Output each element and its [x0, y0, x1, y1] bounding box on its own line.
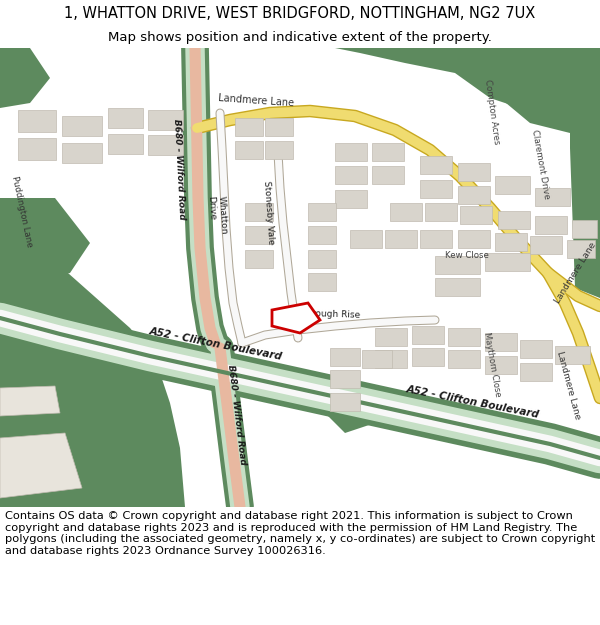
Polygon shape [530, 236, 562, 254]
Polygon shape [0, 343, 115, 507]
Text: Stonesby Vale: Stonesby Vale [262, 181, 275, 245]
Polygon shape [62, 143, 102, 163]
Polygon shape [498, 211, 530, 229]
Polygon shape [448, 350, 480, 368]
Polygon shape [495, 176, 530, 194]
Polygon shape [435, 256, 480, 274]
Polygon shape [335, 190, 367, 208]
Polygon shape [0, 386, 60, 416]
Polygon shape [375, 350, 407, 368]
Polygon shape [425, 203, 457, 221]
Polygon shape [108, 134, 143, 154]
Polygon shape [375, 328, 407, 346]
Polygon shape [330, 370, 360, 388]
Polygon shape [412, 326, 444, 344]
Polygon shape [420, 180, 452, 198]
Polygon shape [520, 340, 552, 358]
Text: Landmere Lane: Landmere Lane [553, 241, 598, 305]
Text: Landmere Lane: Landmere Lane [555, 350, 582, 420]
Polygon shape [460, 206, 492, 224]
Polygon shape [245, 226, 273, 244]
Text: Claremont Drive: Claremont Drive [530, 129, 551, 200]
Polygon shape [0, 433, 82, 498]
Polygon shape [235, 118, 263, 136]
Polygon shape [435, 278, 480, 296]
Polygon shape [520, 363, 552, 381]
Polygon shape [18, 110, 56, 132]
Polygon shape [390, 203, 422, 221]
Text: Contains OS data © Crown copyright and database right 2021. This information is : Contains OS data © Crown copyright and d… [5, 511, 595, 556]
Polygon shape [570, 48, 600, 298]
Polygon shape [335, 48, 600, 108]
Polygon shape [485, 356, 517, 374]
Polygon shape [0, 198, 90, 283]
Polygon shape [308, 273, 336, 291]
Polygon shape [320, 388, 390, 433]
Text: Whatton
Drive: Whatton Drive [206, 195, 228, 235]
Polygon shape [308, 226, 336, 244]
Polygon shape [458, 230, 490, 248]
Polygon shape [335, 143, 367, 161]
Polygon shape [0, 273, 185, 507]
Polygon shape [572, 220, 597, 238]
Text: Flawborough Rise: Flawborough Rise [280, 308, 361, 320]
Polygon shape [350, 230, 382, 248]
Text: Landmere Lane: Landmere Lane [218, 92, 295, 108]
Polygon shape [458, 186, 490, 204]
Polygon shape [458, 163, 490, 181]
Text: Puddington Lane: Puddington Lane [10, 175, 34, 248]
Polygon shape [362, 350, 392, 368]
Polygon shape [335, 166, 367, 184]
Polygon shape [420, 156, 452, 174]
Polygon shape [108, 108, 143, 128]
Polygon shape [567, 240, 595, 258]
Text: 1, WHATTON DRIVE, WEST BRIDGFORD, NOTTINGHAM, NG2 7UX: 1, WHATTON DRIVE, WEST BRIDGFORD, NOTTIN… [64, 6, 536, 21]
Polygon shape [245, 250, 273, 268]
Polygon shape [272, 303, 320, 333]
Polygon shape [535, 216, 567, 234]
Polygon shape [148, 135, 183, 155]
Polygon shape [330, 348, 360, 366]
Text: Map shows position and indicative extent of the property.: Map shows position and indicative extent… [108, 31, 492, 44]
Polygon shape [420, 230, 452, 248]
Polygon shape [372, 143, 404, 161]
Polygon shape [330, 393, 360, 411]
Polygon shape [308, 203, 336, 221]
Text: Kew Close: Kew Close [445, 251, 489, 260]
Polygon shape [448, 328, 480, 346]
Polygon shape [555, 346, 590, 364]
Polygon shape [245, 203, 273, 221]
Text: B680 - Wilford Road: B680 - Wilford Road [226, 364, 247, 465]
Polygon shape [372, 166, 404, 184]
Polygon shape [148, 110, 183, 130]
Polygon shape [18, 138, 56, 160]
Polygon shape [495, 233, 527, 251]
Polygon shape [265, 141, 293, 159]
Polygon shape [485, 333, 517, 351]
Polygon shape [0, 48, 50, 108]
Polygon shape [308, 250, 336, 268]
Text: A52 - Clifton Boulevard: A52 - Clifton Boulevard [405, 384, 540, 420]
Polygon shape [535, 188, 570, 206]
Polygon shape [485, 253, 530, 271]
Text: Compton Acres: Compton Acres [483, 79, 501, 145]
Polygon shape [235, 141, 263, 159]
Polygon shape [460, 48, 600, 138]
Text: A52 - Clifton Boulevard: A52 - Clifton Boulevard [148, 326, 283, 362]
Polygon shape [385, 230, 417, 248]
Text: B680 - Wilford Road: B680 - Wilford Road [172, 119, 186, 220]
Text: Maythorn Close: Maythorn Close [482, 332, 502, 398]
Polygon shape [265, 118, 293, 136]
Polygon shape [412, 348, 444, 366]
Polygon shape [62, 116, 102, 136]
